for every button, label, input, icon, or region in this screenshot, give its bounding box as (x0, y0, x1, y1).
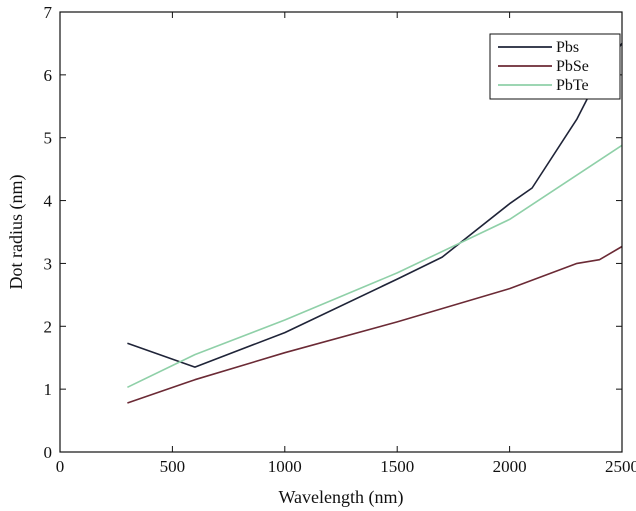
legend-label-pbse: PbSe (556, 58, 589, 75)
y-tick-label: 5 (44, 129, 53, 148)
y-axis-label: Dot radius (nm) (6, 175, 27, 290)
x-axis-label: Wavelength (nm) (278, 487, 403, 508)
y-tick-label: 3 (44, 254, 53, 273)
y-tick-label: 4 (44, 192, 53, 211)
series-line-pbse (127, 245, 623, 404)
x-tick-label: 2000 (493, 457, 527, 476)
y-tick-label: 0 (44, 443, 53, 462)
legend-label-pbs: Pbs (556, 39, 579, 56)
axes-layer: 0 500 1000 1500 2000 2500 0 1 2 3 4 5 6 7 (44, 3, 636, 476)
legend: Pbs PbSe PbTe (489, 33, 621, 100)
series-line-pbte (127, 144, 623, 389)
x-tick-label: 0 (56, 457, 65, 476)
y-tick-label: 6 (44, 66, 53, 85)
x-tick-label: 1000 (268, 457, 302, 476)
x-tick-label: 2500 (605, 457, 636, 476)
plot-frame (59, 11, 623, 453)
y-tick-label: 2 (44, 317, 53, 336)
legend-label-pbte: PbTe (556, 77, 589, 94)
x-tick-label: 500 (160, 457, 186, 476)
y-tick-label: 1 (44, 380, 53, 399)
x-tick-label: 1500 (380, 457, 414, 476)
y-tick-label: 7 (44, 3, 53, 22)
